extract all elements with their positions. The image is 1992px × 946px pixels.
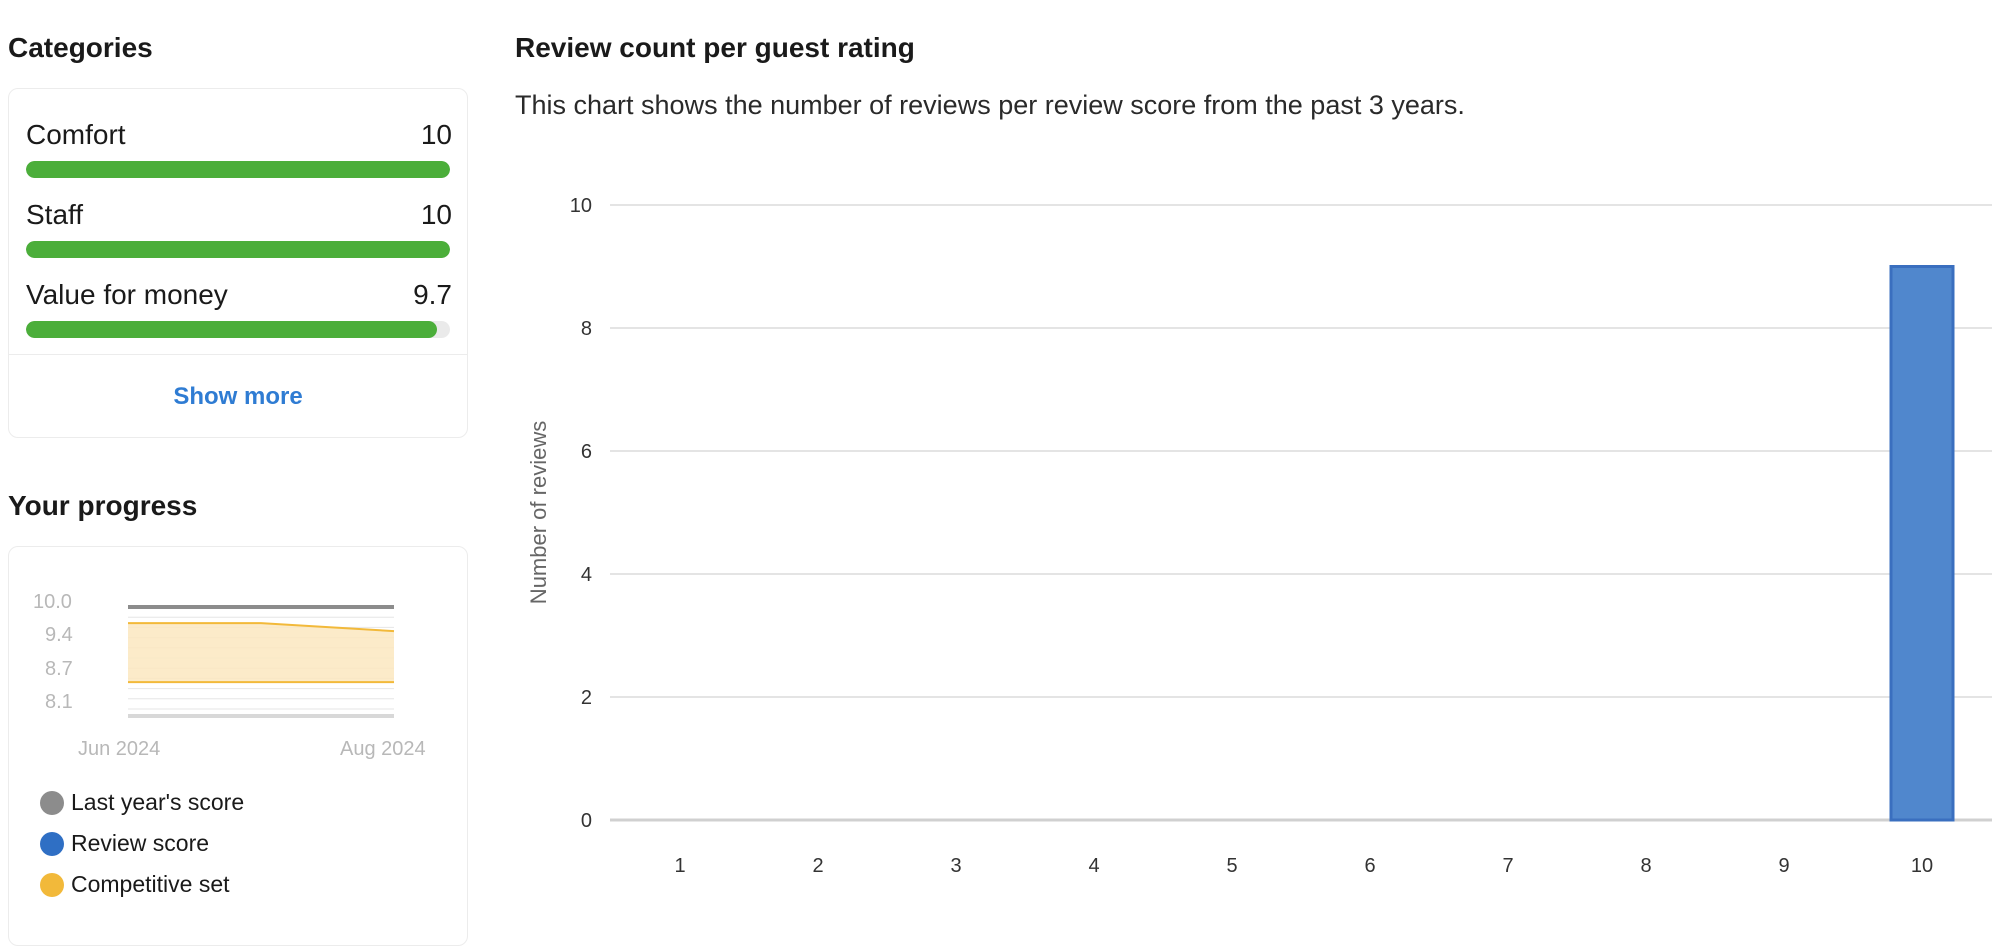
category-score: 9.7 bbox=[413, 279, 452, 310]
x-tick-label: 3 bbox=[950, 855, 961, 877]
progress-x-tick: Aug 2024 bbox=[340, 738, 426, 760]
card-divider bbox=[9, 354, 467, 355]
x-tick-label: 1 bbox=[674, 855, 685, 877]
category-bar-track bbox=[26, 161, 450, 178]
legend-label: Last year's score bbox=[71, 789, 245, 815]
legend-dot bbox=[40, 873, 64, 897]
show-more-button[interactable]: Show more bbox=[173, 383, 303, 410]
category-label: Comfort bbox=[26, 119, 126, 150]
legend-dot bbox=[40, 832, 64, 856]
legend-label: Review score bbox=[71, 830, 210, 856]
competitive-set-band bbox=[128, 623, 394, 683]
progress-heading: Your progress bbox=[8, 490, 198, 521]
x-tick-label: 8 bbox=[1640, 855, 1651, 877]
y-axis-label: Number of reviews bbox=[526, 421, 551, 604]
x-tick-label: 10 bbox=[1911, 855, 1933, 877]
legend-label: Competitive set bbox=[71, 871, 230, 897]
category-score: 10 bbox=[420, 119, 452, 150]
categories-card: Comfort 10 Staff 10 Value for money 9.7 … bbox=[8, 88, 468, 438]
category-bar-fill bbox=[26, 321, 438, 338]
category-label: Staff bbox=[26, 199, 84, 230]
progress-y-tick: 8.7 bbox=[45, 658, 73, 680]
review-chart-title: Review count per guest rating bbox=[515, 32, 915, 63]
x-tick-label: 2 bbox=[812, 855, 823, 877]
category-label: Value for money bbox=[26, 279, 228, 310]
x-tick-label: 7 bbox=[1502, 855, 1513, 877]
category-score: 10 bbox=[420, 199, 452, 230]
y-tick-label: 10 bbox=[570, 195, 592, 217]
category-bar-track bbox=[26, 321, 450, 338]
progress-x-tick: Jun 2024 bbox=[78, 738, 161, 760]
review-count-chart: 0 2 4 6 8 10 Number of reviews 1 2 3 4 5 6 7 8 9 10 bbox=[526, 195, 1992, 877]
review-chart-description: This chart shows the number of reviews p… bbox=[515, 90, 1465, 120]
x-tick-label: 5 bbox=[1226, 855, 1237, 877]
competitive-set-upper-line bbox=[128, 622, 395, 633]
progress-y-tick: 10.0 bbox=[33, 591, 72, 613]
x-tick-label: 9 bbox=[1778, 855, 1789, 877]
progress-y-tick: 9.4 bbox=[45, 624, 73, 646]
y-tick-label: 4 bbox=[581, 564, 592, 586]
category-bar-track bbox=[26, 241, 450, 258]
x-tick-label: 4 bbox=[1088, 855, 1099, 877]
y-tick-label: 6 bbox=[581, 441, 592, 463]
category-bar-fill bbox=[26, 161, 450, 178]
progress-card: 10.0 9.4 8.7 8.1 Jun 2024 Aug 2024 Last … bbox=[8, 546, 468, 946]
y-tick-label: 2 bbox=[581, 687, 592, 709]
bar-rating-10 bbox=[1889, 265, 1955, 822]
category-bar-fill bbox=[26, 241, 450, 258]
categories-heading: Categories bbox=[8, 32, 153, 63]
progress-y-tick: 8.1 bbox=[45, 691, 73, 713]
progress-chart bbox=[128, 605, 395, 718]
x-tick-label: 6 bbox=[1364, 855, 1375, 877]
y-tick-label: 0 bbox=[581, 810, 592, 832]
y-tick-label: 8 bbox=[581, 318, 592, 340]
legend-dot bbox=[40, 791, 64, 815]
